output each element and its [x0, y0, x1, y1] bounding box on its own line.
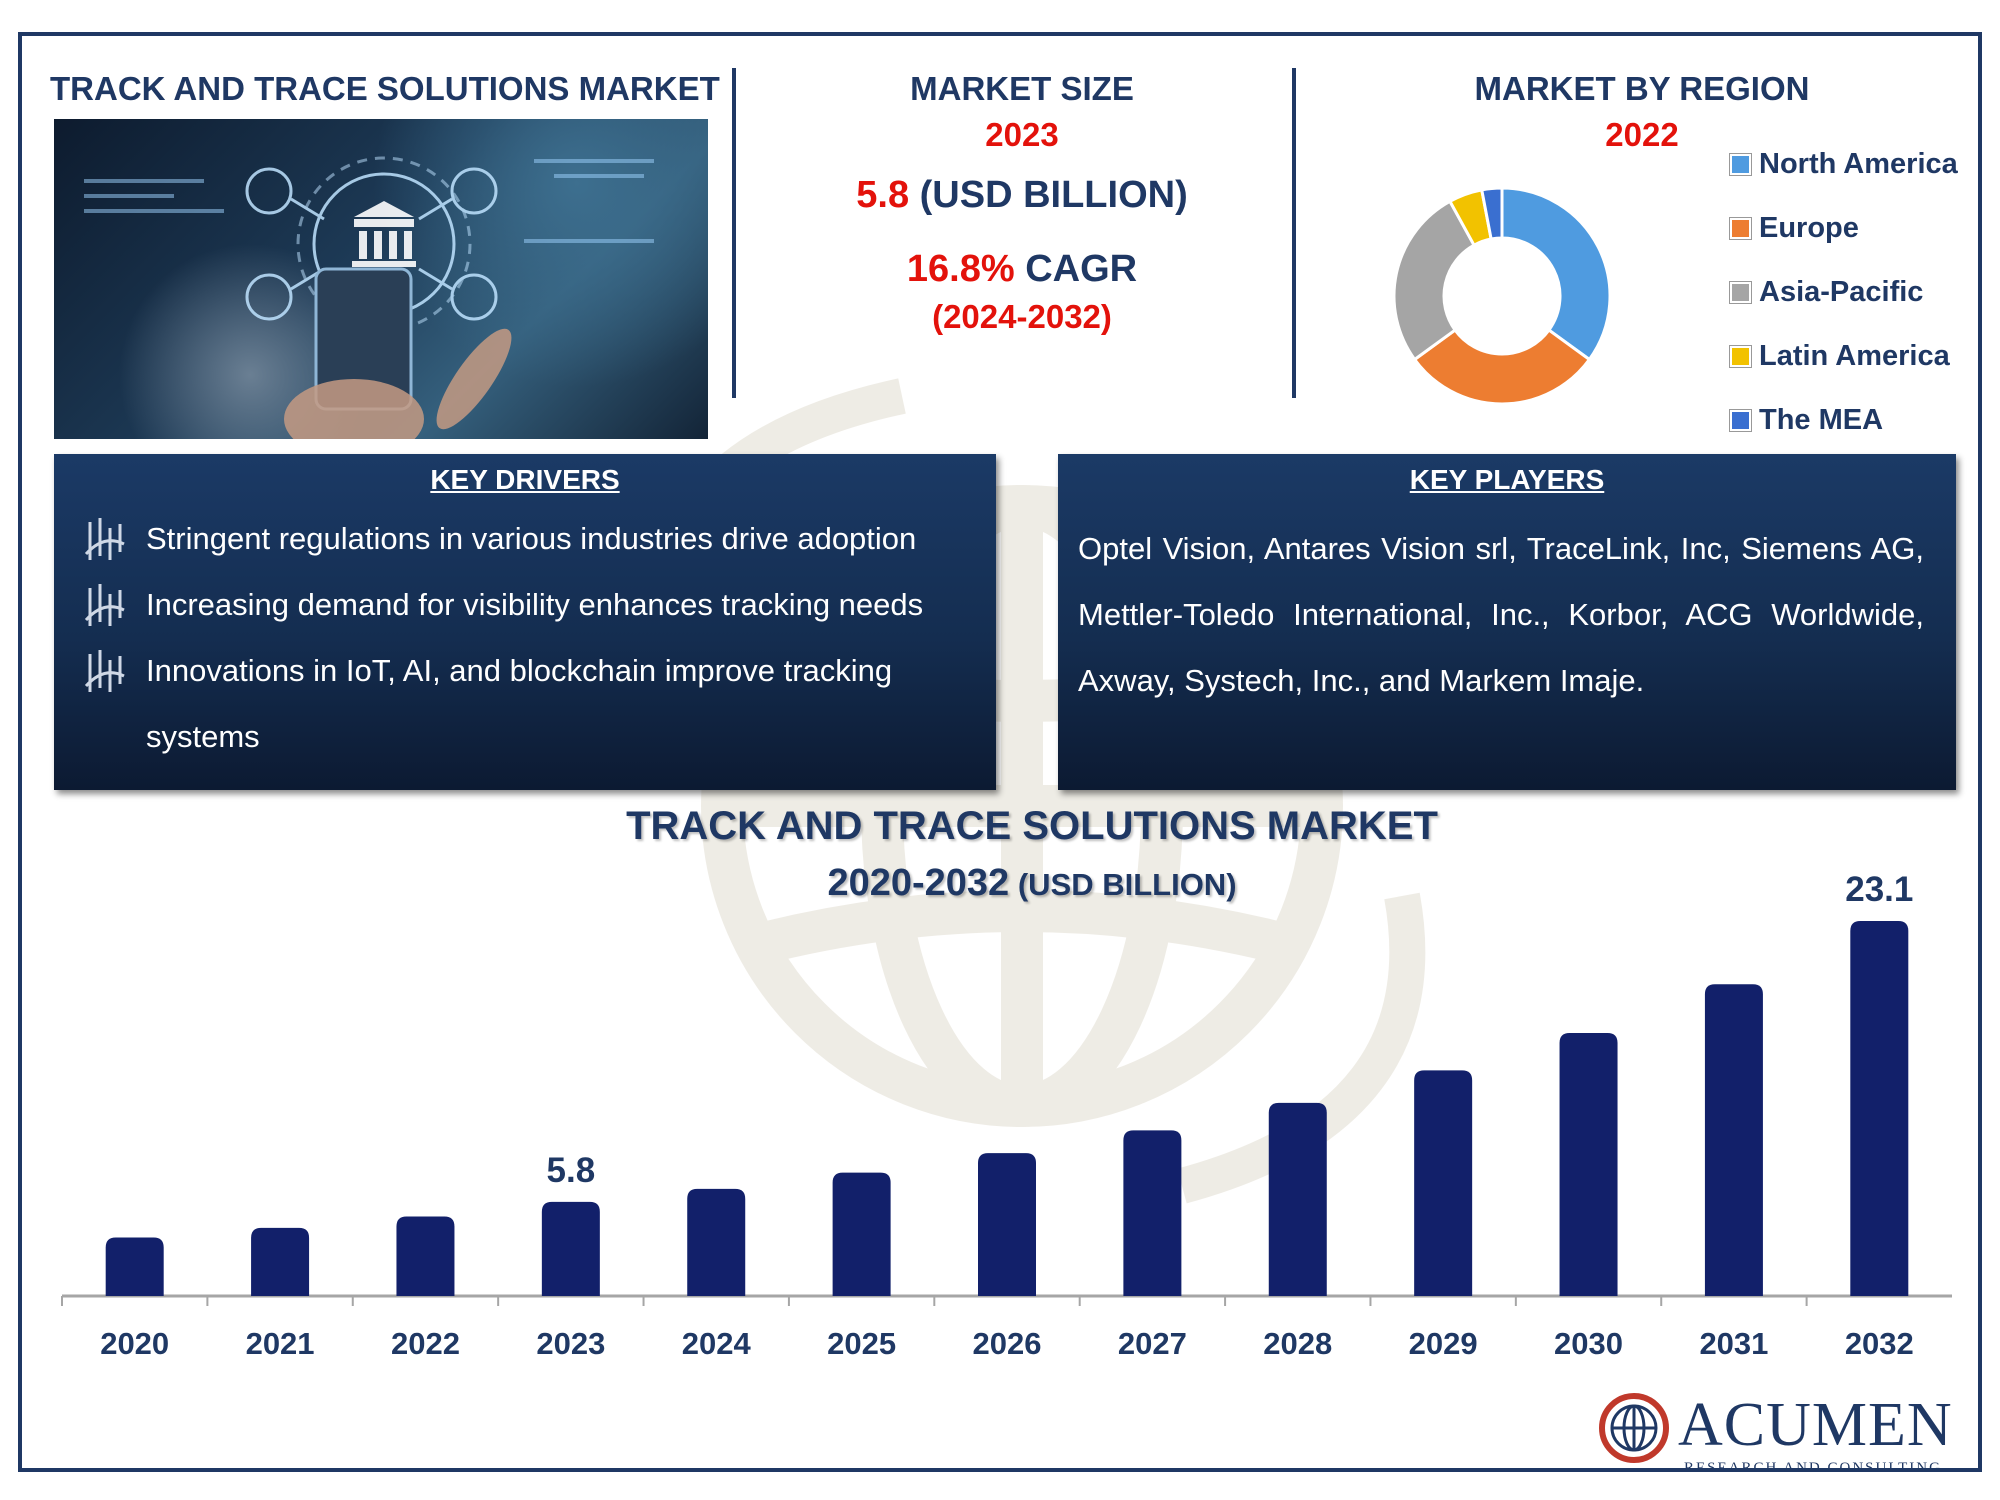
- technology-photo: [54, 119, 708, 439]
- cagr-number: 16.8%: [906, 248, 1015, 290]
- x-tick-label: 2025: [827, 1326, 896, 1361]
- header-divider-2: [1292, 68, 1296, 398]
- chart-subtitle-unit: (USD BILLION): [1009, 867, 1237, 902]
- chart-trend-icon: [84, 518, 125, 560]
- market-title: TRACK AND TRACE SOLUTIONS MARKET: [50, 70, 720, 107]
- bar-2028: [1268, 1102, 1327, 1296]
- x-tick-label: 2027: [1118, 1326, 1187, 1361]
- chart-trend-icon: [84, 650, 125, 692]
- donut-slice-europe: [1412, 327, 1592, 406]
- acumen-logo-text: ACUMEN: [1678, 1391, 1953, 1459]
- driver-text: Innovations in IoT, AI, and blockchain i…: [146, 653, 893, 754]
- x-tick-label: 2020: [100, 1326, 169, 1361]
- market-size-value: 5.8 (USD BILLION): [782, 174, 1262, 217]
- key-players-title: KEY PLAYERS: [1409, 464, 1605, 495]
- key-players-text: Optel Vision, Antares Vision srl, TraceL…: [1078, 531, 1924, 698]
- legend-label: North America: [1759, 148, 1958, 180]
- bar-2027: [1123, 1130, 1182, 1296]
- legend-swatch: [1729, 409, 1752, 432]
- bar-2031: [1704, 984, 1763, 1296]
- x-tick-label: 2021: [246, 1326, 315, 1361]
- key-drivers-title: KEY DRIVERS: [430, 464, 620, 495]
- data-label: 23.1: [1845, 876, 1913, 909]
- legend-item-europe: Europe: [1729, 212, 1859, 245]
- donut-slice-north-america: [1500, 186, 1612, 362]
- legend-swatch: [1729, 217, 1752, 240]
- x-tick-label: 2032: [1845, 1326, 1914, 1361]
- legend-item-latin-america: Latin America: [1729, 340, 1950, 373]
- key-drivers-panel: KEY DRIVERS Stringent regulations in var…: [54, 454, 996, 790]
- chart-trend-icon: [84, 584, 125, 626]
- x-tick-label: 2026: [973, 1326, 1042, 1361]
- x-tick-label: 2023: [536, 1326, 605, 1361]
- market-size-unit: (USD BILLION): [909, 174, 1188, 216]
- legend-swatch: [1729, 153, 1752, 176]
- data-label: 5.8: [547, 1151, 596, 1190]
- bar-2029: [1414, 1070, 1473, 1296]
- bar-2024: [687, 1188, 746, 1296]
- legend-item-the-mea: The MEA: [1729, 404, 1884, 437]
- x-tick-label: 2031: [1699, 1326, 1768, 1361]
- market-bar-chart: 2020 2021 2022 2023 5.8 2024 2025 2026 2027 2028 2…: [61, 876, 1952, 1361]
- infographic-frame: TRACK AND TRACE SOLUTIONS MARKET: [18, 32, 1982, 1472]
- market-size-number: 5.8: [856, 174, 910, 216]
- donut-slice-asia-pacific: [1392, 199, 1477, 362]
- legend-swatch: [1729, 345, 1752, 368]
- legend-swatch: [1729, 281, 1752, 304]
- bar-2021: [251, 1227, 310, 1296]
- cagr-period: (2024-2032): [932, 298, 1112, 335]
- driver-text: Increasing demand for visibility enhance…: [146, 587, 924, 622]
- market-size-title: MARKET SIZE: [910, 70, 1134, 107]
- bar-2022: [396, 1216, 455, 1296]
- x-tick-label: 2029: [1409, 1326, 1478, 1361]
- driver-item: Stringent regulations in various industr…: [84, 506, 976, 572]
- legend-label: Asia-Pacific: [1759, 276, 1924, 308]
- market-size-year: 2023: [985, 116, 1059, 153]
- x-tick-label: 2030: [1554, 1326, 1623, 1361]
- region-year: 2022: [1605, 116, 1679, 153]
- region-title: MARKET BY REGION: [1474, 70, 1810, 107]
- cagr-value: 16.8% CAGR: [782, 248, 1262, 291]
- x-tick-label: 2028: [1263, 1326, 1332, 1361]
- legend-item-north-america: North America: [1729, 148, 1958, 181]
- chart-title: TRACK AND TRACE SOLUTIONS MARKET: [626, 804, 1438, 848]
- x-tick-label: 2024: [682, 1326, 752, 1361]
- donut-slice-the-mea: [1480, 186, 1504, 241]
- region-donut-chart: [1392, 186, 1612, 406]
- driver-text: Stringent regulations in various industr…: [146, 521, 917, 556]
- chart-subtitle-years: 2020-2032: [827, 862, 1010, 904]
- bar-2030: [1559, 1033, 1618, 1296]
- bar-2032: [1850, 921, 1909, 1296]
- acumen-globe-icon: [1599, 1393, 1669, 1463]
- legend-item-asia-pacific: Asia-Pacific: [1729, 276, 1924, 309]
- acumen-logo-subtext: RESEARCH AND CONSULTING: [1684, 1460, 1942, 1472]
- header-divider-1: [732, 68, 736, 398]
- legend-label: Europe: [1759, 212, 1859, 244]
- bar-2020: [105, 1237, 164, 1296]
- bar-2023: [541, 1201, 600, 1296]
- key-players-panel: KEY PLAYERS Optel Vision, Antares Vision…: [1058, 454, 1956, 790]
- driver-item: Increasing demand for visibility enhance…: [84, 572, 976, 638]
- legend-label: The MEA: [1759, 404, 1884, 436]
- cagr-label: CAGR: [1014, 248, 1138, 290]
- driver-item: Innovations in IoT, AI, and blockchain i…: [84, 638, 904, 770]
- bar-2025: [832, 1172, 891, 1296]
- legend-label: Latin America: [1759, 340, 1950, 372]
- chart-subtitle: 2020-2032 (USD BILLION): [582, 862, 1482, 905]
- bar-2026: [978, 1153, 1036, 1296]
- x-tick-label: 2022: [391, 1326, 460, 1361]
